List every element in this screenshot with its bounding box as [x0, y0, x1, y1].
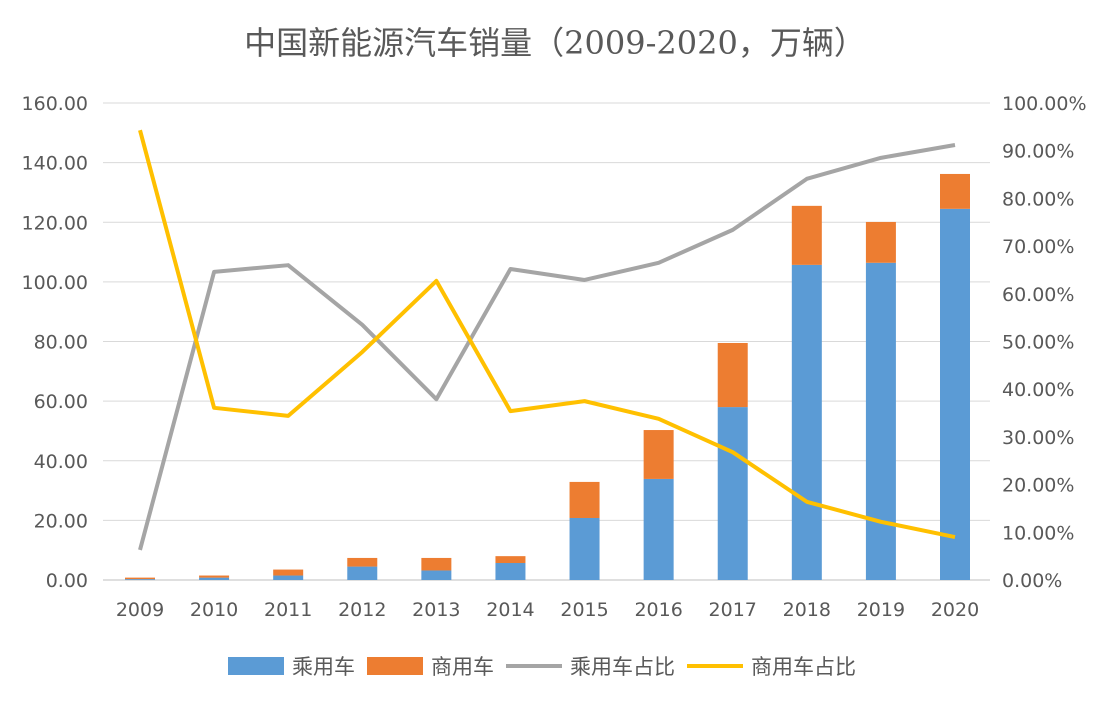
bar-乘用车	[940, 208, 970, 580]
x-tick-label: 2018	[783, 599, 831, 621]
y-tick-label: 80.00	[34, 332, 88, 354]
legend-label: 商用车	[431, 655, 494, 679]
y2-tick-label: 40.00%	[1002, 379, 1074, 401]
bar-乘用车	[717, 407, 748, 580]
bar-商用车	[643, 430, 674, 479]
legend-label: 商用车占比	[751, 655, 856, 679]
bar-乘用车	[199, 577, 230, 580]
line-乘用车占比	[138, 143, 956, 551]
x-tick-label: 2020	[931, 599, 979, 621]
y2-tick-label: 100.00%	[1002, 93, 1087, 115]
legend-swatch	[367, 657, 423, 675]
bar-乘用车	[273, 575, 304, 580]
bar-商用车	[717, 342, 748, 408]
bar-乘用车	[495, 563, 526, 580]
bar-商用车	[569, 481, 600, 518]
y-tick-label: 120.00	[22, 212, 88, 234]
y2-tick-label: 60.00%	[1002, 284, 1074, 306]
y2-tick-label: 90.00%	[1002, 141, 1074, 163]
y2-tick-label: 0.00%	[1002, 570, 1062, 592]
bar-商用车	[347, 557, 378, 567]
x-tick-label: 2011	[264, 599, 312, 621]
bar-商用车	[791, 205, 822, 265]
y2-tick-label: 50.00%	[1002, 332, 1074, 354]
bar-商用车	[865, 221, 896, 263]
bar-乘用车	[347, 566, 378, 580]
bar-商用车	[421, 557, 452, 571]
bar-商用车	[125, 577, 155, 580]
x-tick-label: 2012	[338, 599, 386, 621]
legend-label: 乘用车	[292, 655, 355, 679]
y-tick-label: 20.00	[34, 510, 88, 532]
x-tick-label: 2009	[116, 599, 164, 621]
bar-乘用车	[791, 264, 822, 580]
y2-tick-label: 20.00%	[1002, 475, 1074, 497]
x-tick-label: 2013	[412, 599, 460, 621]
bar-商用车	[495, 556, 526, 564]
x-tick-label: 2017	[709, 599, 757, 621]
bar-乘用车	[865, 262, 896, 580]
x-tick-label: 2014	[486, 599, 534, 621]
bar-乘用车	[125, 579, 155, 580]
legend-swatch	[228, 657, 284, 675]
y-tick-label: 40.00	[34, 451, 88, 473]
y-tick-label: 100.00	[22, 272, 88, 294]
y2-tick-label: 80.00%	[1002, 188, 1074, 210]
line-商用车占比	[138, 129, 956, 540]
y-tick-label: 160.00	[22, 93, 88, 115]
bar-乘用车	[569, 517, 600, 580]
x-tick-label: 2010	[190, 599, 238, 621]
bar-乘用车	[643, 478, 674, 580]
x-tick-label: 2015	[560, 599, 608, 621]
y2-tick-label: 70.00%	[1002, 236, 1074, 258]
y-tick-label: 140.00	[22, 153, 88, 175]
bar-商用车	[273, 569, 304, 576]
bar-商用车	[940, 173, 970, 209]
chart-title: 中国新能源汽车销量（2009-2020，万辆）	[244, 24, 866, 62]
y-tick-label: 0.00	[46, 570, 88, 592]
y2-tick-label: 10.00%	[1002, 522, 1074, 544]
x-tick-label: 2016	[634, 599, 682, 621]
y-tick-label: 60.00	[34, 391, 88, 413]
bar-商用车	[199, 575, 230, 578]
x-tick-label: 2019	[857, 599, 905, 621]
bar-乘用车	[421, 570, 452, 580]
y2-tick-label: 30.00%	[1002, 427, 1074, 449]
legend-label: 乘用车占比	[570, 655, 675, 679]
